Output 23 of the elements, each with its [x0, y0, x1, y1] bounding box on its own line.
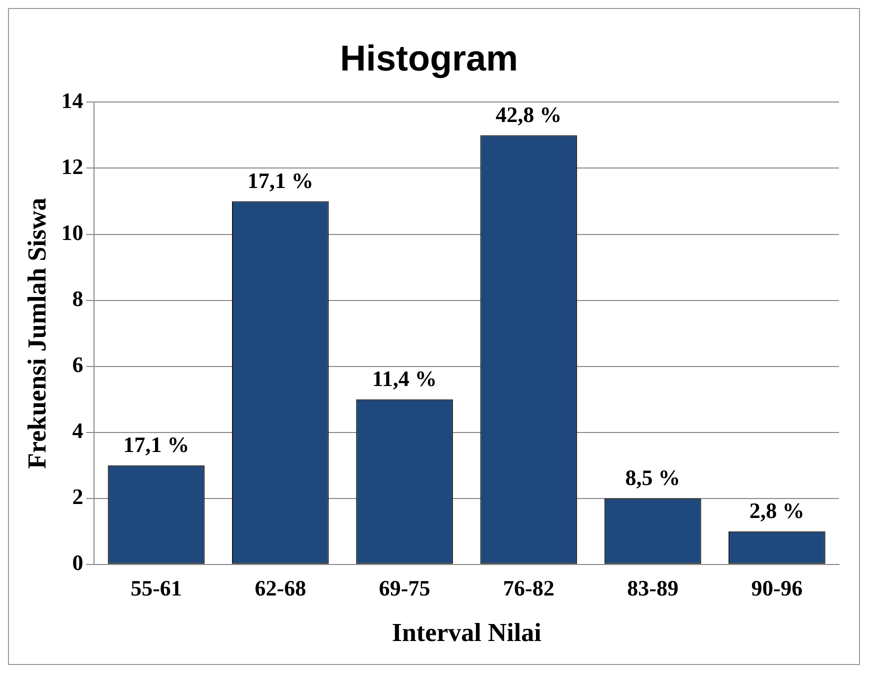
- annotation: 11,4 %: [372, 366, 437, 392]
- chart-title: Histogram: [340, 38, 518, 79]
- y-tick-label: 14: [61, 88, 84, 113]
- y-tick-label: 6: [72, 352, 84, 377]
- annotation: 42,8 %: [496, 102, 562, 127]
- x-tick-label: 55-61: [130, 575, 182, 600]
- y-tick-label: 12: [61, 154, 84, 179]
- x-tick-label: 90-96: [751, 575, 803, 600]
- x-tick-label: 76-82: [503, 575, 554, 600]
- y-tick-label: 4: [72, 418, 84, 444]
- annotation: 8,5 %: [625, 465, 680, 490]
- y-tick-label: 0: [72, 550, 84, 576]
- x-axis-title: Interval Nilai: [392, 618, 542, 648]
- annotation: 17,1 %: [247, 168, 314, 193]
- y-tick-label: 10: [61, 220, 84, 245]
- y-tick-label: 8: [72, 286, 84, 311]
- annotation: 2,8 %: [749, 498, 804, 524]
- y-tick-label: 2: [72, 484, 84, 510]
- y-axis-title: Frekuensi Jumlah Siswa: [22, 198, 52, 469]
- x-tick-label: 62-68: [254, 575, 306, 600]
- annotation: 17,1 %: [123, 432, 190, 458]
- x-tick-label: 83-89: [627, 575, 678, 600]
- x-tick-label: 69-75: [378, 575, 430, 600]
